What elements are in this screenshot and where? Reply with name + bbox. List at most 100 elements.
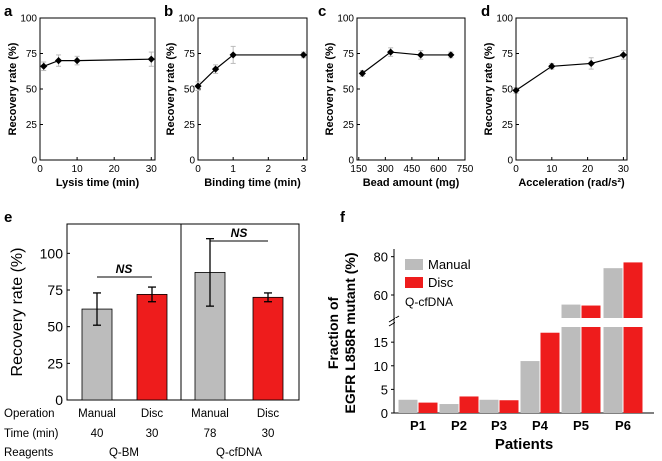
y-tick-label: 0: [31, 156, 37, 167]
data-point: [299, 51, 308, 59]
x-tick-label: 750: [457, 164, 474, 175]
y-axis-title: Recovery rate (%): [7, 42, 19, 135]
y-tick-label: 75: [47, 282, 63, 298]
table-cell: Disc: [257, 408, 280, 420]
x-tick-label: 2: [266, 164, 272, 175]
x-tick-label: 0: [195, 164, 201, 175]
bar: [623, 262, 643, 413]
table-cell: 30: [262, 428, 275, 440]
data-point: [40, 62, 48, 70]
y-tick-label: 25: [26, 120, 38, 131]
legend-swatch-disc: [405, 277, 423, 288]
x-tick-label: P2: [451, 418, 467, 433]
y-axis-title: Recovery rate (%): [483, 42, 495, 135]
data-point: [548, 62, 556, 70]
table-cell: Manual: [191, 408, 229, 420]
y-tick-label: 50: [343, 85, 355, 96]
table-cell: Q-BM: [109, 447, 139, 459]
plot-frame: [66, 223, 300, 401]
y-tick-label: 0: [348, 156, 354, 167]
series-line: [43, 58, 152, 67]
series-line: [197, 54, 304, 87]
x-tick-label: 3: [301, 164, 307, 175]
legend-swatch-manual: [405, 259, 423, 270]
y-tick-label: 25: [343, 120, 355, 131]
y-tick-label: 0: [381, 406, 388, 421]
x-tick-label: 10: [546, 164, 558, 175]
y-tick-label: 25: [47, 355, 63, 371]
y-tick-label: 0: [507, 156, 513, 167]
table-row-header: Reagents: [4, 447, 53, 459]
data-point: [387, 48, 395, 56]
table-row-header: Time (min): [4, 428, 59, 440]
panel-label: c: [318, 3, 326, 20]
y-tick-label: 100: [496, 14, 513, 25]
significance-label: NS: [116, 262, 133, 276]
bar: [540, 332, 560, 413]
table-cell: 78: [204, 428, 217, 440]
y-tick-label: 75: [343, 49, 355, 60]
x-tick-label: 10: [72, 164, 84, 175]
table-cell: 40: [91, 428, 104, 440]
data-point: [512, 86, 520, 95]
panel-label: d: [481, 3, 490, 20]
bar: [520, 361, 540, 413]
bar: [398, 399, 418, 413]
data-point: [417, 51, 425, 59]
x-tick-label: P1: [410, 418, 426, 433]
x-axis-title: Acceleration (rad/s²): [518, 177, 625, 189]
x-tick-label: 300: [377, 164, 394, 175]
y-axis-title-line2: EGFR L858R mutant (%): [342, 252, 358, 413]
bar: [459, 396, 479, 413]
plot-frame: [39, 17, 156, 161]
x-axis-title: Patients: [495, 436, 553, 453]
plot-frame: [197, 17, 308, 161]
x-tick-label: P6: [615, 418, 631, 433]
y-tick-label: 50: [502, 85, 514, 96]
y-tick-label: 75: [26, 49, 38, 60]
bar: [136, 293, 168, 401]
panel-e: e 0 25 50 75 100 Recovery rate (%) NS NS Operatio…: [4, 209, 300, 459]
legend-label: Disc: [428, 275, 454, 290]
panel-label: b: [164, 3, 173, 20]
panel-label: f: [340, 209, 346, 226]
y-tick-label: 100: [20, 14, 37, 25]
bar: [581, 305, 601, 413]
bar: [252, 296, 284, 401]
y-tick-label: 100: [337, 14, 354, 25]
legend-label: Manual: [428, 257, 471, 272]
series-line: [515, 54, 624, 91]
data-point: [587, 59, 595, 68]
table-row-header: Operation: [4, 408, 55, 420]
y-tick-label: 60: [374, 288, 388, 303]
table-cell: Disc: [141, 408, 164, 420]
y-axis-title: Recovery rate (%): [324, 42, 336, 135]
x-tick-label: 20: [582, 164, 594, 175]
bar: [603, 268, 623, 413]
y-tick-label: 80: [374, 250, 388, 265]
plot-frame: [515, 17, 628, 161]
x-tick-label: 30: [146, 164, 158, 175]
x-tick-label: P4: [532, 418, 549, 433]
y-tick-label: 50: [47, 319, 63, 335]
y-tick-label: 0: [55, 392, 63, 408]
x-tick-label: 20: [109, 164, 121, 175]
x-tick-label: 450: [404, 164, 421, 175]
data-point: [147, 55, 155, 63]
axis-break-mark: [388, 315, 400, 323]
data-point: [229, 51, 237, 59]
y-tick-label: 100: [178, 14, 195, 25]
bar: [499, 400, 519, 413]
data-point: [358, 69, 366, 77]
y-tick-label: 50: [26, 85, 38, 96]
x-tick-label: 150: [350, 164, 367, 175]
significance-label: NS: [231, 226, 248, 240]
x-axis-title: Binding time (min): [204, 177, 301, 189]
y-tick-label: 100: [40, 245, 64, 261]
y-tick-label: 15: [374, 335, 388, 350]
y-tick-label: 25: [184, 120, 196, 131]
x-tick-label: 600: [430, 164, 447, 175]
table-cell: Q-cfDNA: [216, 447, 262, 459]
